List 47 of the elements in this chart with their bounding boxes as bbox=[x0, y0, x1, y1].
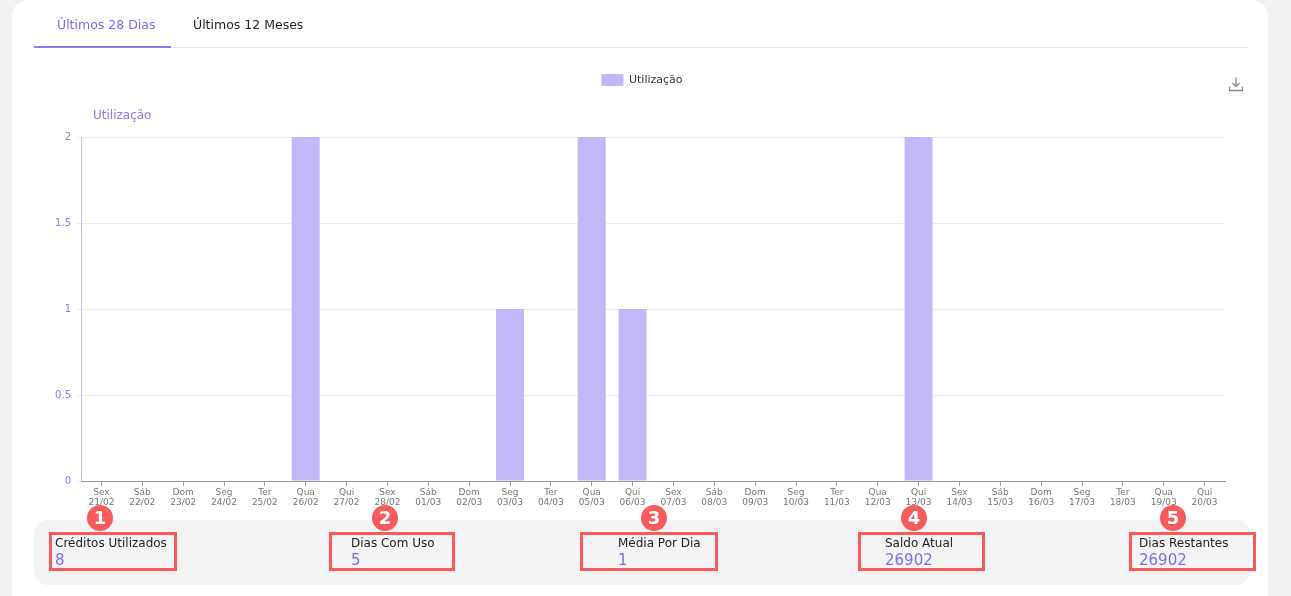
text: 26902 bbox=[885, 551, 933, 569]
x-tick-label: Qui 06/03 bbox=[619, 486, 646, 507]
y-tick-label: 2 bbox=[64, 130, 71, 142]
x-tick-label: Qui 27/02 bbox=[333, 486, 360, 507]
text: Últimos 12 Meses bbox=[193, 17, 304, 33]
y-tick-label: 0.5 bbox=[55, 388, 71, 400]
x-tick-label: Sáb 22/02 bbox=[129, 486, 156, 507]
x-tick-label: Sex 07/03 bbox=[660, 486, 687, 507]
text: Dias Com Uso bbox=[351, 536, 435, 550]
x-tick-label: Seg 24/02 bbox=[211, 486, 237, 507]
x-tick-label: Qui 13/03 bbox=[905, 486, 932, 507]
text: Créditos Utilizados bbox=[55, 536, 167, 550]
x-tick-label: Qua 05/03 bbox=[578, 486, 605, 507]
x-tick-label: Ter 11/03 bbox=[823, 486, 850, 507]
text: 5 bbox=[351, 551, 361, 569]
x-tick-label: Qua 19/03 bbox=[1150, 486, 1177, 507]
legend-label: Utilização bbox=[628, 72, 683, 86]
x-tick-label: Sáb 08/03 bbox=[701, 486, 728, 507]
x-tick-label: Sex 14/03 bbox=[946, 486, 973, 507]
y-axis-title: Utilização bbox=[93, 108, 152, 123]
text: Dias Restantes bbox=[1139, 536, 1229, 550]
text: Saldo Atual bbox=[885, 536, 954, 550]
text: 26902 bbox=[1139, 551, 1187, 569]
text: Média Por Dia bbox=[618, 536, 701, 550]
y-tick-label: 1 bbox=[64, 302, 71, 314]
x-tick-label: Sex 28/02 bbox=[374, 486, 401, 507]
x-tick-label: Dom 09/03 bbox=[742, 486, 769, 507]
text: 8 bbox=[55, 551, 65, 569]
x-tick-label: Qua 12/03 bbox=[864, 486, 891, 507]
x-tick-label: Seg 10/03 bbox=[783, 486, 809, 507]
x-tick-label: Seg 17/03 bbox=[1069, 486, 1095, 507]
y-tick-label: 0 bbox=[64, 474, 71, 486]
text: Últimos 28 Dias bbox=[57, 17, 156, 33]
x-tick-label: Ter 18/03 bbox=[1109, 486, 1136, 507]
x-tick-label: Qui 20/03 bbox=[1191, 486, 1218, 507]
x-tick-label: Ter 04/03 bbox=[537, 486, 564, 507]
text: 1 bbox=[618, 551, 628, 569]
x-tick-label: Sex 21/02 bbox=[88, 486, 115, 507]
x-tick-label: Dom 16/03 bbox=[1028, 486, 1055, 507]
x-tick-label: Sáb 01/03 bbox=[415, 486, 442, 507]
x-tick-label: Ter 25/02 bbox=[251, 486, 278, 507]
x-tick-label: Dom 23/02 bbox=[170, 486, 197, 507]
y-tick-label: 1.5 bbox=[55, 216, 71, 228]
x-tick-label: Dom 02/03 bbox=[456, 486, 483, 507]
x-tick-label: Sáb 15/03 bbox=[987, 486, 1014, 507]
x-tick-label: Seg 03/03 bbox=[497, 486, 523, 507]
x-tick-label: Qua 26/02 bbox=[292, 486, 319, 507]
